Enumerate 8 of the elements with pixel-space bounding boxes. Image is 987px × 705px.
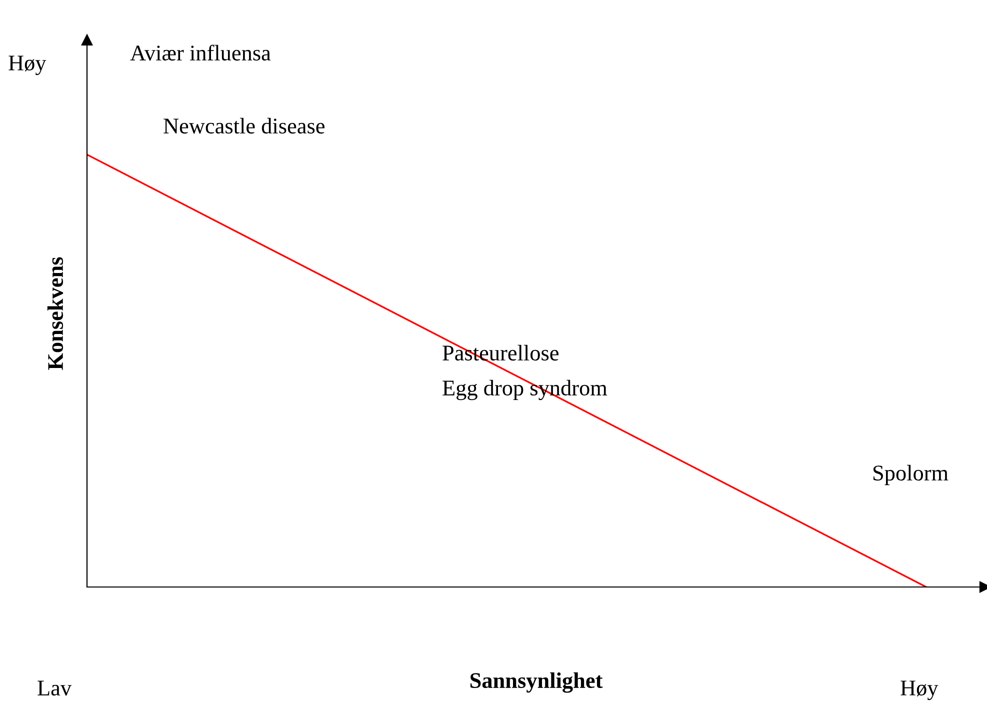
annotation: Spolorm	[873, 464, 948, 486]
x-axis-title: Sannsynlighet	[470, 672, 603, 693]
y-axis-title: Konsekvens	[47, 257, 64, 370]
text: Aviær influensa	[130, 44, 271, 61]
text: Høy	[8, 56, 46, 76]
text: Høy	[900, 680, 938, 700]
text: Lav	[38, 680, 72, 696]
text: Newcastle disease	[164, 118, 325, 134]
